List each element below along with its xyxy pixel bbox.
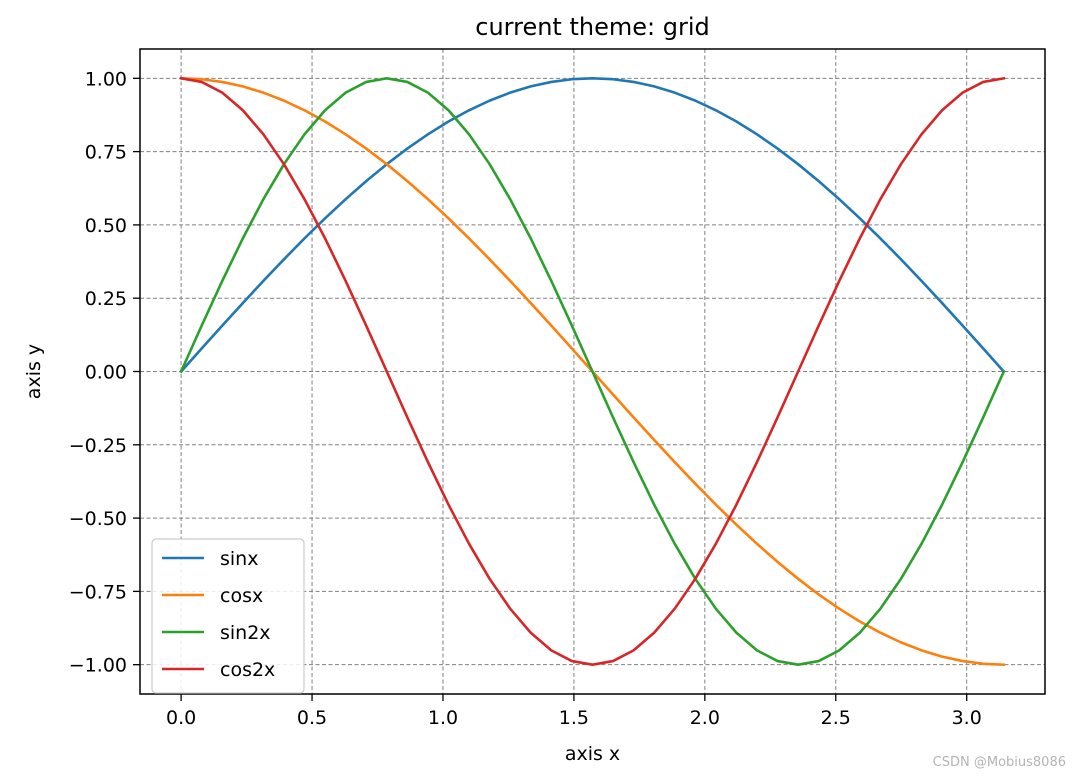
series-line-sin2x — [179, 77, 1006, 666]
x-tick-label: 1.5 — [559, 707, 589, 729]
x-tick-label: 2.0 — [690, 707, 720, 729]
legend-label-cosx: cosx — [220, 585, 263, 607]
x-tick-label: 1.0 — [428, 707, 458, 729]
y-tick-label: 0.00 — [85, 362, 127, 384]
y-tick-label: 1.00 — [85, 68, 127, 90]
series-lines — [179, 76, 1006, 667]
grid-layer — [140, 49, 1045, 694]
y-tick-label: 0.25 — [85, 288, 127, 310]
legend-label-cos2x: cos2x — [220, 659, 275, 681]
x-tick-label: 0.5 — [297, 707, 327, 729]
y-tick-label: −0.75 — [69, 581, 127, 603]
legend-box — [151, 538, 305, 694]
x-tick-label: 2.5 — [821, 707, 851, 729]
legend: sinx cosx sin2x cos2x — [151, 538, 305, 694]
series-line-cos2x — [179, 76, 1006, 666]
y-tick-label: −0.50 — [69, 508, 127, 530]
y-tick-label: −1.00 — [69, 655, 127, 677]
legend-label-sin2x: sin2x — [220, 622, 271, 644]
axis-ticks: 0.0 0.5 1.0 1.5 2.0 2.5 3.0 1.00 0.75 0.50 0.25 0.0… — [69, 68, 982, 729]
y-tick-label: 0.50 — [85, 215, 127, 237]
y-tick-label: 0.75 — [85, 142, 127, 164]
x-axis-title: axis x — [565, 743, 620, 765]
watermark-text: CSDN @Mobius8086 — [932, 755, 1066, 770]
x-tick-label: 0.0 — [166, 707, 196, 729]
x-tick-label: 3.0 — [952, 707, 982, 729]
y-axis-title: axis y — [23, 344, 45, 399]
legend-label-sinx: sinx — [220, 548, 258, 570]
chart-title: current theme: grid — [475, 13, 709, 41]
y-tick-label: −0.25 — [69, 435, 127, 457]
